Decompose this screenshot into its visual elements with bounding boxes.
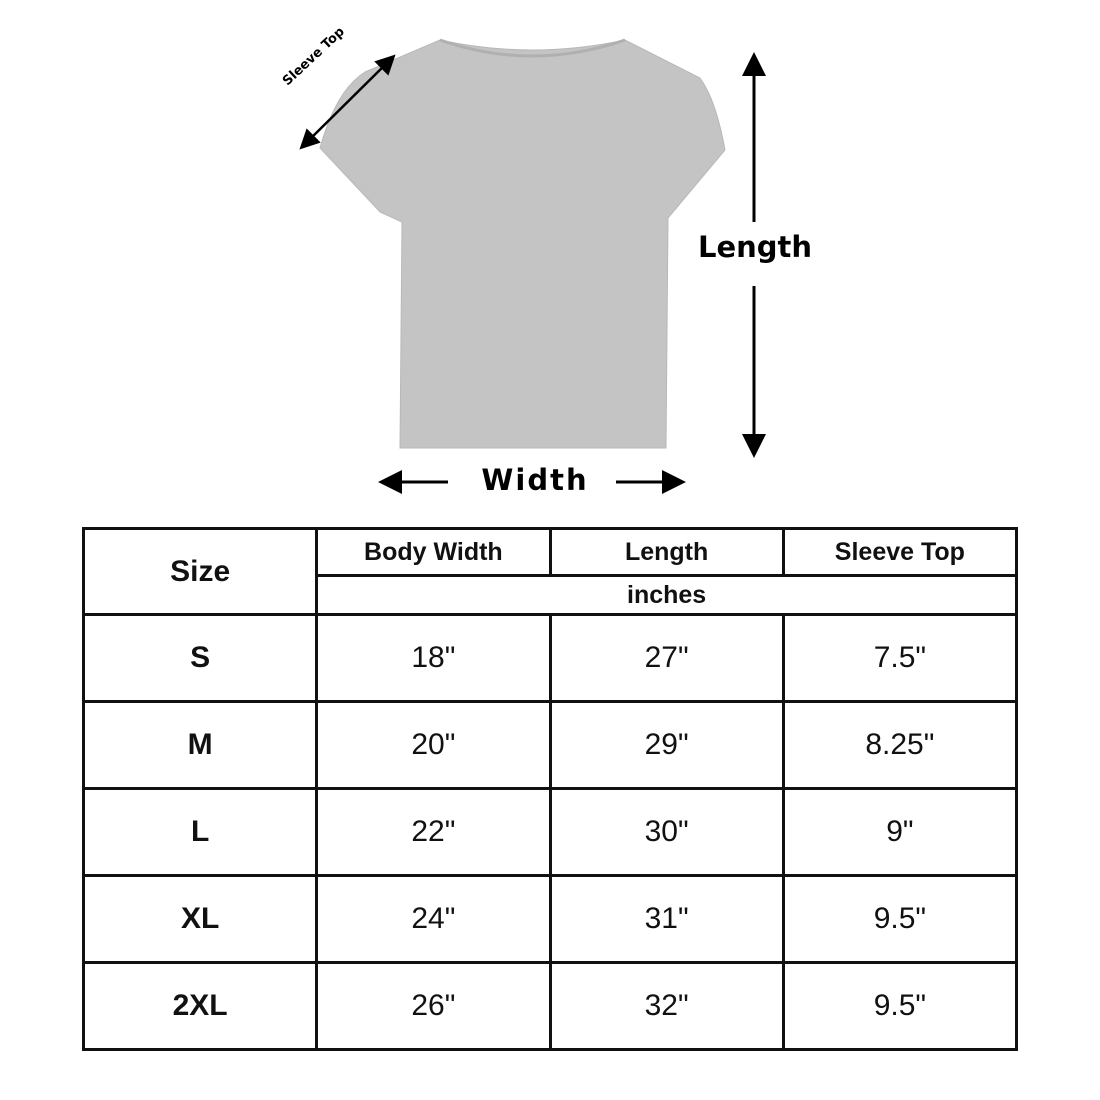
- size-cell: M: [81, 700, 319, 790]
- sleeve-top-cell: 9": [781, 787, 1019, 877]
- table-row: S 18" 27" 7.5": [81, 613, 1019, 703]
- body-width-cell: 22": [315, 787, 552, 877]
- body-width-cell: 20": [315, 700, 552, 790]
- sleeve-top-cell: 7.5": [781, 613, 1019, 703]
- unit-label: inches: [315, 574, 1018, 616]
- length-cell: 30": [548, 787, 785, 877]
- sleeve-top-cell: 8.25": [781, 700, 1019, 790]
- body-width-cell: 24": [315, 874, 552, 964]
- length-label: Length: [697, 230, 813, 264]
- table-row: M 20" 29" 8.25": [81, 700, 1019, 790]
- sleeve-arrow: [299, 54, 396, 150]
- length-cell: 29": [548, 700, 785, 790]
- header-size: Size: [81, 527, 319, 616]
- table-row: 2XL 26" 32" 9.5": [81, 961, 1019, 1051]
- header-sleeve-top: Sleeve Top: [781, 527, 1019, 577]
- size-chart-table: Size Body Width Length Sleeve Top inches…: [81, 527, 1019, 1051]
- length-cell: 27": [548, 613, 785, 703]
- table-row: L 22" 30" 9": [81, 787, 1019, 877]
- width-label: Width: [481, 463, 589, 497]
- length-cell: 31": [548, 874, 785, 964]
- size-cell: XL: [81, 874, 319, 964]
- header-body-width: Body Width: [315, 527, 552, 577]
- body-width-cell: 18": [315, 613, 552, 703]
- size-cell: L: [81, 787, 319, 877]
- collar: [439, 38, 626, 58]
- table-row: XL 24" 31" 9.5": [81, 874, 1019, 964]
- length-cell: 32": [548, 961, 785, 1051]
- header-length: Length: [548, 527, 785, 577]
- tshirt-diagram: [299, 38, 766, 494]
- sleeve-top-cell: 9.5": [781, 961, 1019, 1051]
- size-cell: 2XL: [81, 961, 319, 1051]
- size-cell: S: [81, 613, 319, 703]
- sleeve-top-cell: 9.5": [781, 874, 1019, 964]
- body-width-cell: 26": [315, 961, 552, 1051]
